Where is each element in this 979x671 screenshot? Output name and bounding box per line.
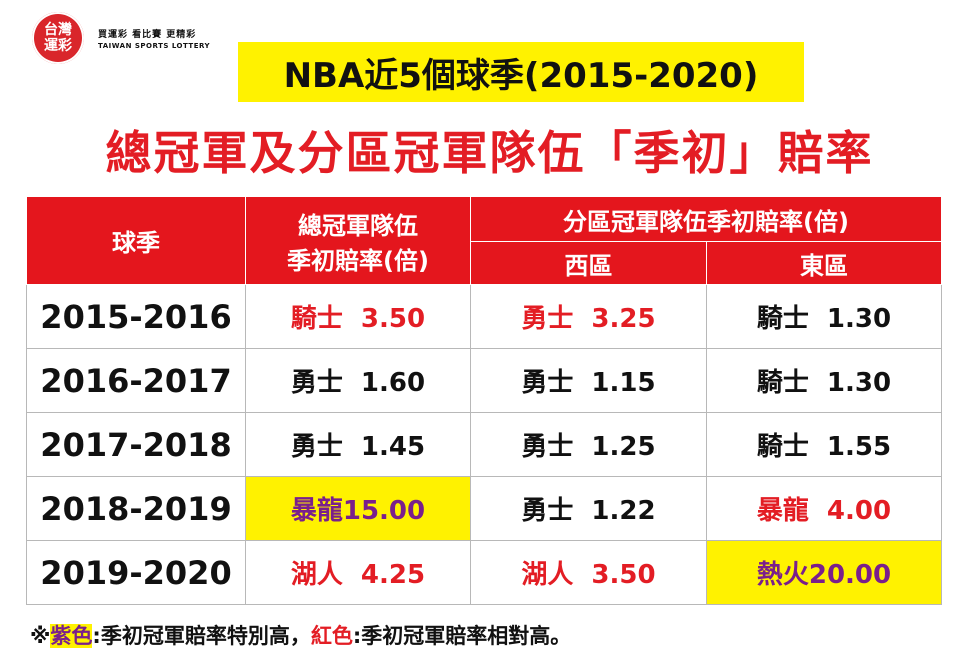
season-cell: 2019-2020 — [26, 540, 246, 605]
odds-value: 4.25 — [360, 560, 426, 590]
east-odds-cell: 騎士 1.30 — [706, 348, 942, 413]
team-name: 騎士 — [756, 432, 809, 462]
team-name: 熱火 — [756, 560, 809, 590]
table-row: 2015-2016 騎士 3.50 勇士 3.25 騎士 1.30 — [26, 284, 942, 349]
season-cell: 2017-2018 — [26, 412, 246, 477]
table-row: 2019-2020 湖人 4.25 湖人 3.50 熱火20.00 — [26, 540, 942, 605]
odds-value: 1.60 — [360, 368, 426, 398]
odds-value: 15.00 — [342, 496, 426, 526]
odds-value: 1.45 — [360, 432, 426, 462]
table-row: 2017-2018 勇士 1.45 勇士 1.25 騎士 1.55 — [26, 412, 942, 477]
west-odds-cell: 勇士 3.25 — [470, 284, 707, 349]
team-name: 勇士 — [521, 432, 574, 462]
footnote-mark: ※ — [30, 624, 51, 648]
legend-red-label: 紅色 — [310, 624, 353, 648]
logo-badge-line1: 台灣 — [44, 22, 72, 38]
legend-purple-desc: :季初冠軍賠率特別高， — [92, 624, 311, 648]
odds-value: 1.25 — [591, 432, 656, 462]
odds-value: 1.22 — [591, 496, 656, 526]
team-name: 暴龍 — [290, 496, 343, 526]
season-cell: 2015-2016 — [26, 284, 246, 349]
team-name: 湖人 — [290, 560, 343, 590]
header-west: 西區 — [470, 241, 707, 285]
odds-value: 4.00 — [826, 496, 892, 526]
odds-value: 3.25 — [591, 304, 656, 334]
odds-value: 1.30 — [826, 368, 892, 398]
header-season: 球季 — [26, 196, 246, 285]
taiwan-sports-lottery-logo: 台灣 運彩 買運彩 看比賽 更精彩 TAIWAN SPORTS LOTTERY — [32, 12, 252, 64]
team-name: 騎士 — [290, 304, 343, 334]
header-champion-odds: 總冠軍隊伍 季初賠率(倍) — [245, 196, 471, 285]
odds-table: 球季 總冠軍隊伍 季初賠率(倍) 分區冠軍隊伍季初賠率(倍) 西區 東區 201… — [26, 196, 942, 605]
champion-odds-cell: 勇士 1.45 — [245, 412, 471, 477]
east-odds-cell: 暴龍 4.00 — [706, 476, 942, 541]
table-row: 2016-2017 勇士 1.60 勇士 1.15 騎士 1.30 — [26, 348, 942, 413]
team-name: 勇士 — [521, 304, 574, 334]
team-name: 湖人 — [521, 560, 574, 590]
logo-english-name: TAIWAN SPORTS LOTTERY — [98, 42, 211, 50]
team-name: 騎士 — [756, 304, 809, 334]
east-odds-cell: 騎士 1.55 — [706, 412, 942, 477]
champion-odds-cell: 勇士 1.60 — [245, 348, 471, 413]
season-cell: 2018-2019 — [26, 476, 246, 541]
header-champion-line2: 季初賠率(倍) — [287, 246, 429, 275]
page-title: NBA近5個球季(2015-2020) — [238, 42, 804, 102]
east-odds-cell: 熱火20.00 — [706, 540, 942, 605]
logo-badge: 台灣 運彩 — [32, 12, 84, 64]
east-odds-cell: 騎士 1.30 — [706, 284, 942, 349]
team-name: 勇士 — [290, 432, 343, 462]
odds-value: 20.00 — [808, 560, 892, 590]
team-name: 騎士 — [756, 368, 809, 398]
logo-badge-line2: 運彩 — [44, 38, 72, 54]
west-odds-cell: 勇士 1.15 — [470, 348, 707, 413]
champion-odds-cell: 湖人 4.25 — [245, 540, 471, 605]
footnote: ※紫色:季初冠軍賠率特別高，紅色:季初冠軍賠率相對高。 — [30, 620, 571, 650]
champion-odds-cell: 暴龍15.00 — [245, 476, 471, 541]
odds-value: 3.50 — [591, 560, 656, 590]
west-odds-cell: 湖人 3.50 — [470, 540, 707, 605]
season-cell: 2016-2017 — [26, 348, 246, 413]
table-row: 2018-2019 暴龍15.00 勇士 1.22 暴龍 4.00 — [26, 476, 942, 541]
logo-slogan: 買運彩 看比賽 更精彩 — [98, 30, 197, 40]
legend-red-desc: :季初冠軍賠率相對高。 — [352, 624, 572, 648]
odds-value: 1.55 — [826, 432, 892, 462]
west-odds-cell: 勇士 1.22 — [470, 476, 707, 541]
team-name: 勇士 — [521, 368, 574, 398]
header-division-odds: 分區冠軍隊伍季初賠率(倍) — [470, 196, 942, 242]
team-name: 勇士 — [290, 368, 343, 398]
odds-value: 3.50 — [360, 304, 426, 334]
legend-purple-label: 紫色 — [50, 624, 93, 648]
header-champion-line1: 總冠軍隊伍 — [298, 211, 418, 240]
team-name: 勇士 — [521, 496, 574, 526]
champion-odds-cell: 騎士 3.50 — [245, 284, 471, 349]
odds-value: 1.30 — [826, 304, 892, 334]
header-east: 東區 — [706, 241, 942, 285]
page-subtitle: 總冠軍及分區冠軍隊伍「季初」賠率 — [105, 126, 874, 180]
team-name: 暴龍 — [756, 496, 809, 526]
odds-value: 1.15 — [591, 368, 656, 398]
west-odds-cell: 勇士 1.25 — [470, 412, 707, 477]
